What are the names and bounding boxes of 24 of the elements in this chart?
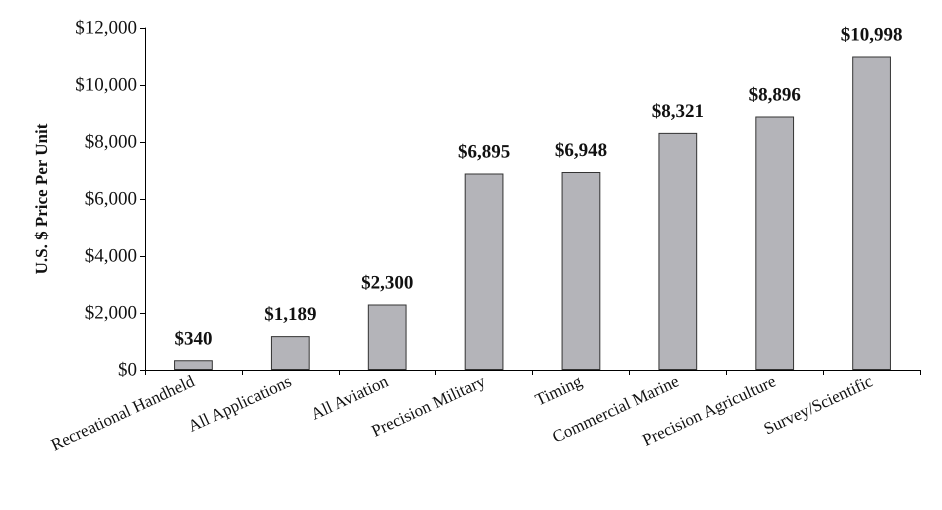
data-label: $6,948	[554, 140, 608, 161]
data-label: $6,895	[458, 141, 510, 162]
y-tick-label: $10,000	[75, 74, 137, 96]
y-axis-title: U.S. $ Price Per Unit	[32, 123, 51, 274]
y-tick-label: $2,000	[84, 302, 137, 324]
bar	[852, 56, 891, 370]
data-label: $340	[174, 328, 212, 350]
bar	[174, 360, 213, 370]
y-tick-label: $4,000	[84, 246, 137, 266]
data-label: $8,896	[748, 84, 801, 106]
data-label: $10,998	[840, 24, 902, 46]
bar	[464, 173, 504, 370]
data-label: $1,189	[264, 304, 316, 326]
data-label: $8,321	[652, 100, 704, 122]
y-tick-label: $12,000	[75, 18, 137, 38]
data-label: $2,300	[361, 272, 414, 294]
bar	[755, 116, 794, 370]
y-tick-label: $0	[118, 360, 137, 380]
y-tick-label: $6,000	[84, 188, 137, 210]
y-tick-label: $8,000	[84, 132, 137, 152]
bar	[270, 336, 310, 370]
bar	[368, 304, 407, 370]
bar	[562, 172, 600, 370]
bar	[658, 132, 698, 370]
